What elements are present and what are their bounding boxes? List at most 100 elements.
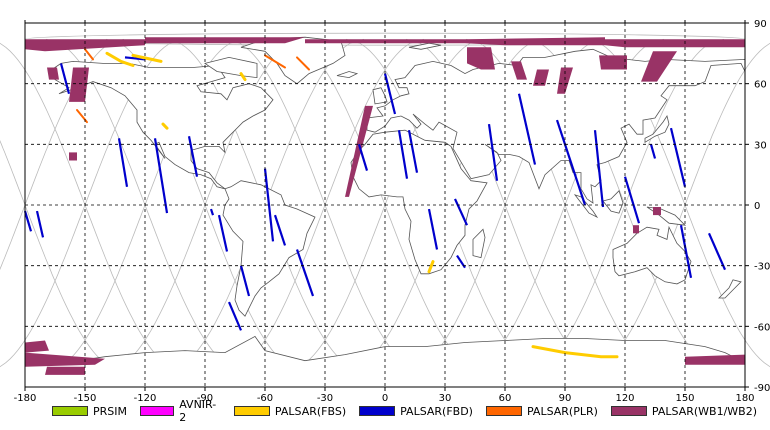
latitude-tick-labels: 90 60 30 0 -30 -60 -90 [745, 19, 770, 394]
swath-fbd [124, 56, 146, 61]
x-tick-label: 150 [675, 393, 694, 404]
legend-label-palsar-fbs: PALSAR(FBS) [274, 404, 347, 418]
swath-wb [145, 37, 305, 44]
x-tick-label: 0 [382, 393, 388, 404]
swath-plr [264, 54, 286, 69]
coastline-new-zealand [718, 279, 742, 299]
legend-swatch-palsar-plr [485, 406, 522, 416]
legend-label-avnir2: AVNIR-2 [179, 398, 217, 424]
legend-item-palsar-wb: PALSAR(WB1/WB2) [610, 404, 757, 418]
x-tick-label: 90 [559, 393, 572, 404]
swath-wb [345, 105, 373, 197]
swath-wb [511, 61, 527, 80]
x-tick-label: -60 [257, 393, 273, 404]
x-tick-label: -150 [74, 393, 97, 404]
y-tick-label: 0 [754, 201, 760, 212]
swath-fbd [649, 144, 657, 159]
swath-wb [47, 67, 59, 80]
coastline-madagascar [472, 228, 486, 259]
legend-item-palsar-fbs: PALSAR(FBS) [233, 404, 347, 418]
swath-fbs [239, 72, 247, 82]
swath-fbs [427, 260, 435, 274]
legend-swatch-palsar-fbd [359, 406, 396, 416]
swath-wb [25, 340, 49, 353]
swath-fbd [453, 198, 469, 226]
swath-fbd [427, 208, 439, 250]
swath-fbd [35, 210, 45, 238]
swath-fbs [161, 122, 169, 130]
graticule [25, 23, 745, 387]
swath-fbd [273, 214, 287, 246]
legend-item-palsar-fbd: PALSAR(FBD) [359, 405, 473, 418]
swath-wb [69, 152, 77, 161]
coastline-sumatra [573, 194, 599, 219]
swath-fbd [23, 210, 33, 232]
swath-fbd [707, 232, 727, 271]
swath-wb [467, 47, 495, 70]
x-tick-label: 60 [499, 393, 512, 404]
swath-fbd [397, 129, 409, 179]
swath-fbd [517, 93, 537, 165]
legend-item-avnir2: AVNIR-2 [140, 398, 221, 424]
y-tick-label: -60 [754, 322, 770, 333]
coastline-svalbard [408, 42, 442, 50]
x-tick-label: 180 [735, 393, 754, 404]
swath-wb [557, 67, 573, 94]
coastline-borneo [602, 190, 624, 214]
legend-label-prsim: PRSIM [93, 404, 127, 418]
coastline-iceland [336, 71, 359, 79]
swath-fbd [407, 129, 419, 173]
coastline-australia [612, 225, 692, 285]
swath-fbd [227, 301, 243, 331]
map-plot-area [0, 22, 770, 388]
legend-swatch-avnir2 [140, 406, 175, 416]
swath-fbd [669, 127, 687, 188]
swath-fbd [239, 265, 251, 297]
x-tick-label: -180 [14, 393, 37, 404]
swath-wb [685, 354, 745, 365]
swath-fbs [131, 53, 163, 63]
legend-label-palsar-wb: PALSAR(WB1/WB2) [651, 404, 757, 418]
swath-wb [633, 225, 639, 234]
y-tick-label: 90 [754, 19, 767, 30]
x-tick-label: -120 [134, 393, 157, 404]
legend-item-palsar-plr: PALSAR(PLR) [485, 404, 598, 418]
y-tick-label: 30 [754, 140, 767, 151]
legend-label-palsar-plr: PALSAR(PLR) [526, 404, 598, 418]
coastline-japan [644, 115, 670, 144]
swath-fbd [383, 73, 397, 115]
swath-fbs [531, 345, 619, 359]
swath-fbd [487, 123, 499, 181]
y-tick-label: -30 [754, 262, 770, 273]
swath-fbd [209, 208, 215, 216]
swath-wb [605, 39, 745, 48]
swath-fbd [59, 63, 71, 95]
legend-item-prsim: PRSIM [52, 405, 127, 418]
swath-wb [25, 39, 145, 52]
swath-wb [533, 69, 549, 86]
x-tick-label: -90 [197, 393, 213, 404]
swath-fbd [263, 168, 275, 242]
legend: PRSIM AVNIR-2 PALSAR(FBS) PALSAR(FBD) PA… [52, 398, 770, 424]
swath-fbd [295, 249, 315, 297]
swath-fbd [593, 130, 605, 208]
legend-swatch-palsar-wb [610, 406, 647, 416]
swath-fbd [217, 214, 229, 252]
coastline-north-america [48, 60, 274, 190]
swath-fbd [623, 176, 641, 224]
swath-plr [296, 56, 310, 71]
coastline-baffin [204, 56, 258, 79]
swath-wb [599, 55, 627, 70]
swath-fbs [105, 51, 135, 67]
x-tick-label: 120 [615, 393, 634, 404]
swath-wb [45, 366, 85, 375]
swath-wb [25, 352, 105, 367]
swath-fbd [357, 144, 369, 171]
swath-fbd [555, 119, 587, 206]
swath-fbd [153, 138, 169, 214]
legend-label-palsar-fbd: PALSAR(FBD) [400, 404, 473, 418]
swath-plr [84, 48, 94, 61]
swath-fbd [679, 225, 693, 279]
swath-fbd [117, 138, 129, 187]
